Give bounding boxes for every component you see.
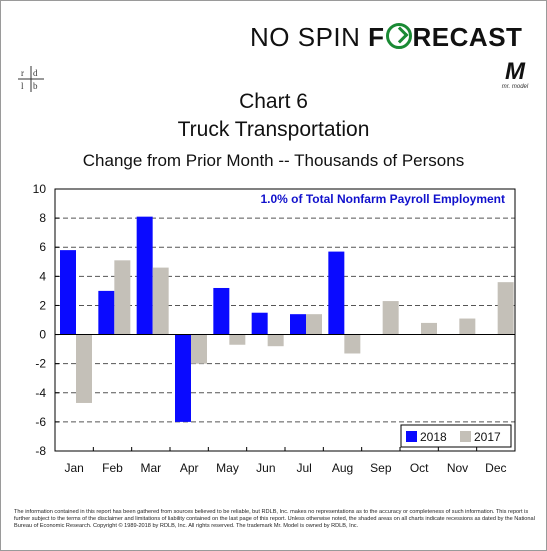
chart-annotation: 1.0% of Total Nonfarm Payroll Employment (261, 192, 506, 206)
bar-2018-Aug (328, 251, 345, 335)
svg-text:d: d (33, 68, 38, 78)
svg-text:l: l (21, 81, 24, 91)
disclaimer-footer: The information contained in this report… (14, 509, 535, 529)
y-tick-label: 2 (39, 298, 46, 312)
bar-2017-Dec (497, 282, 514, 335)
legend-swatch-2017 (460, 431, 471, 442)
x-tick-label: Aug (332, 461, 353, 475)
y-tick-label: -4 (35, 386, 46, 400)
brand-text-forecast: F RECAST (368, 22, 522, 52)
y-tick-label: 6 (39, 240, 46, 254)
bar-2017-Sep (382, 301, 399, 335)
svg-text:r: r (21, 68, 24, 78)
rdlb-logo: r d l b (18, 66, 44, 92)
bar-2018-Apr (175, 334, 191, 422)
forecast-arrow-icon (385, 23, 412, 49)
x-tick-label: Jun (256, 461, 275, 475)
mr-model-mark: M (505, 58, 525, 85)
x-tick-label: Sep (370, 461, 392, 475)
bar-2017-Oct (421, 322, 437, 335)
y-tick-label: 0 (39, 328, 46, 342)
bar-2018-Jun (251, 312, 268, 335)
x-tick-label: May (216, 461, 239, 475)
brand-text-no-spin: NO SPIN (250, 22, 369, 52)
x-tick-label: Jul (296, 461, 311, 475)
chart-subtitle: Change from Prior Month -- Thousands of … (82, 151, 465, 170)
bar-2017-Mar (152, 267, 169, 335)
bar-2017-May (229, 334, 246, 345)
mr-model-text: mr. model (501, 84, 529, 90)
y-tick-label: -2 (35, 357, 46, 371)
bar-2018-May (213, 287, 230, 335)
bar-2017-Apr (191, 334, 207, 364)
bar-2017-Jan (76, 334, 92, 403)
x-tick-label: Feb (102, 461, 123, 475)
brand-letter-f: F (368, 22, 385, 52)
legend-swatch-2018 (406, 431, 417, 442)
y-tick-label: 8 (39, 211, 46, 225)
y-tick-label: 4 (39, 269, 46, 283)
brand-logo: NO SPIN F RECAST (250, 22, 522, 53)
bar-2018-Mar (136, 216, 153, 335)
x-tick-label: Mar (140, 461, 161, 475)
chart-title: Truck Transportation (177, 118, 370, 141)
bar-2017-Jun (267, 334, 284, 347)
y-tick-label: 10 (33, 182, 47, 196)
legend-box (400, 424, 512, 448)
bar-2017-Aug (344, 334, 361, 354)
y-tick-label: -8 (35, 444, 46, 458)
chart-number: Chart 6 (239, 90, 308, 113)
y-tick-label: -6 (35, 415, 46, 429)
x-tick-label: Nov (447, 461, 468, 475)
svg-text:b: b (33, 81, 38, 91)
x-tick-label: Apr (180, 461, 199, 475)
bar-chart: -8 -6 -4 -2 0 2 4 6 8 10 Jan Feb Mar Apr May Jun Jul Aug S… (33, 182, 516, 475)
bar-2018-Jan (60, 250, 76, 335)
legend-label-2018: 2018 (420, 430, 447, 444)
x-tick-label: Jan (64, 461, 83, 475)
mr-model-logo: M mr. model (500, 60, 530, 94)
bar-2018-Jul (290, 314, 306, 335)
x-tick-label: Oct (410, 461, 429, 475)
bar-2017-Feb (114, 260, 131, 335)
bar-2018-Feb (98, 290, 115, 335)
rdlb-logo-mark: r d l b (18, 66, 44, 92)
legend-label-2017: 2017 (474, 430, 501, 444)
bar-2017-Nov (459, 318, 476, 335)
brand-letters-recast: RECAST (412, 22, 523, 52)
bar-2017-Jul (306, 314, 322, 335)
x-tick-label: Dec (485, 461, 506, 475)
